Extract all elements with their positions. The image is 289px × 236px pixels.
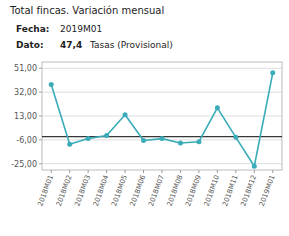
point xyxy=(233,135,238,140)
point xyxy=(270,70,275,75)
plot-frame xyxy=(42,62,282,170)
y-tick-label: -25,00 xyxy=(11,160,37,169)
point xyxy=(215,105,220,110)
x-tick xyxy=(51,170,52,173)
point xyxy=(104,133,109,138)
x-tick-label: 2018M02 xyxy=(55,174,74,208)
x-tick xyxy=(235,170,236,173)
grid-line xyxy=(42,116,282,117)
x-tick-label: 2018M03 xyxy=(73,174,92,208)
point xyxy=(49,82,54,87)
x-tick-label: 2018M12 xyxy=(239,174,258,208)
x-tick-label: 2018M08 xyxy=(166,174,185,208)
line-group xyxy=(51,73,273,166)
y-tick-label: 51,00 xyxy=(14,64,37,73)
point xyxy=(196,139,201,144)
annotation: Dato: xyxy=(16,40,44,50)
grid-line xyxy=(42,92,282,93)
x-tick xyxy=(88,170,89,173)
x-tick xyxy=(69,170,70,173)
x-tick xyxy=(198,170,199,173)
x-tick-label: 2019M01 xyxy=(258,174,277,208)
x-tick-label: 2018M01 xyxy=(36,174,55,208)
y-tick-label: -6,00 xyxy=(16,136,37,145)
point xyxy=(160,136,165,141)
annotation: Tasas (Provisional) xyxy=(89,40,173,50)
series-line xyxy=(51,73,273,166)
chart-container: Total fincas. Variación mensual Fecha: 201… xyxy=(0,0,289,236)
point xyxy=(178,141,183,146)
point xyxy=(141,138,146,143)
x-tick xyxy=(143,170,144,173)
x-tick-label: 2018M10 xyxy=(203,174,222,208)
chart-svg: Total fincas. Variación mensual Fecha: 201… xyxy=(0,0,289,236)
x-tick-label: 2018M05 xyxy=(110,174,129,208)
y-tick-label: 32,00 xyxy=(14,88,37,97)
x-tick xyxy=(272,170,273,173)
x-tick xyxy=(162,170,163,173)
annotation: Fecha: xyxy=(16,24,49,34)
series-group xyxy=(49,70,276,168)
annotation: 2019M01 xyxy=(60,24,102,34)
x-tick-label: 2018M06 xyxy=(129,173,148,207)
x-tick-label: 2018M07 xyxy=(147,174,166,208)
point xyxy=(123,112,128,117)
grid-line xyxy=(42,68,282,69)
point xyxy=(252,164,257,169)
y-tick-label: 13,00 xyxy=(14,112,37,121)
point xyxy=(86,136,91,141)
grid-line xyxy=(42,163,282,164)
x-tick xyxy=(125,170,126,173)
x-tick xyxy=(217,170,218,173)
x-tick xyxy=(180,170,181,173)
point xyxy=(67,142,72,147)
annotation: 47,4 xyxy=(60,40,82,50)
x-tick xyxy=(254,170,255,173)
x-tick xyxy=(106,170,107,173)
x-tick-label: 2018M09 xyxy=(184,174,203,208)
x-tick-label: 2018M11 xyxy=(221,174,240,208)
title: Total fincas. Variación mensual xyxy=(9,5,164,16)
x-tick-label: 2018M04 xyxy=(92,173,111,207)
